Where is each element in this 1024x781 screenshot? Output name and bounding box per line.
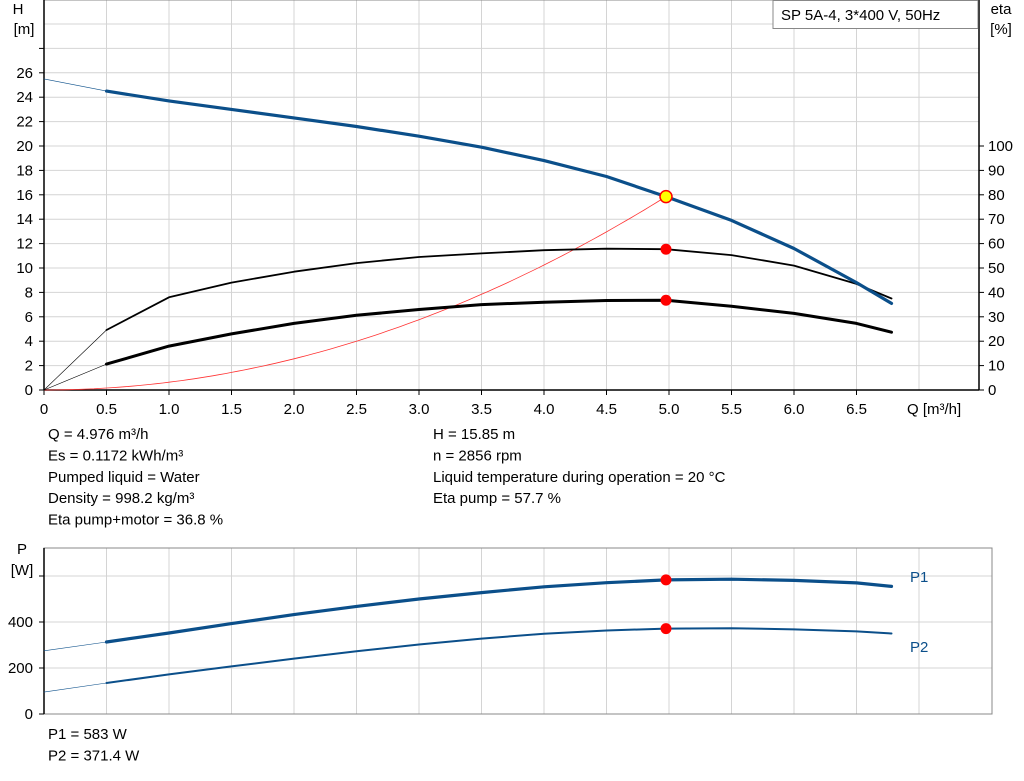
result-right: H = 15.85 m (433, 426, 515, 443)
head-curve (104, 89, 894, 305)
y2-tick-label: 80 (988, 187, 1005, 204)
system-curve (44, 198, 663, 391)
y-tick-label: 8 (25, 284, 33, 301)
y2-tick-label: 0 (988, 382, 996, 399)
duty-point (659, 189, 673, 204)
p-tick-label: 0 (25, 706, 33, 723)
y-tick-label: 10 (16, 260, 33, 277)
x-tick-label: 4.5 (596, 401, 617, 418)
eta-pump-motor-operating-point (660, 294, 672, 306)
eta-axis-label: eta (991, 1, 1013, 18)
p2-curve-extrapolated (43, 682, 107, 693)
p2-curve (105, 627, 893, 684)
x-tick-label: 1.5 (221, 401, 242, 418)
y2-tick-label: 70 (988, 211, 1005, 228)
p1-operating-point (660, 574, 672, 586)
y-tick-label: 12 (16, 236, 33, 253)
pump-title: SP 5A-4, 3*400 V, 50Hz (781, 7, 940, 24)
p-axis-unit: [W] (11, 562, 34, 579)
result-right: Liquid temperature during operation = 20… (433, 469, 726, 486)
result-right: n = 2856 rpm (433, 447, 522, 464)
results-text: Q = 4.976 m³/h Es = 0.1172 kWh/m³ Pumped l… (48, 426, 726, 765)
result-left: Es = 0.1172 kWh/m³ (48, 447, 183, 464)
p2-operating-point (660, 623, 672, 635)
y-tick-label: 16 (16, 187, 33, 204)
y-tick-label: 20 (16, 138, 33, 155)
h-axis-unit: [m] (14, 21, 35, 38)
y-tick-label: 14 (16, 211, 33, 228)
p-tick-label: 400 (8, 614, 33, 631)
q-axis-label: Q [m³/h] (907, 401, 961, 418)
x-tick-label: 3.0 (409, 401, 430, 418)
x-tick-label: 3.5 (471, 401, 492, 418)
eta-pump-motor-curve-extrapolated (43, 363, 107, 391)
h-axis-label: H (13, 1, 24, 18)
x-tick-label: 6.5 (846, 401, 867, 418)
y2-tick-label: 40 (988, 284, 1005, 301)
y2-tick-label: 60 (988, 236, 1005, 253)
p1-curve-extrapolated (43, 641, 107, 652)
x-tick-label: 0 (40, 401, 48, 418)
y-tick-label: 24 (16, 89, 33, 106)
result-right: Eta pump = 57.7 % (433, 490, 561, 507)
x-tick-label: 5.5 (721, 401, 742, 418)
y2-tick-label: 50 (988, 260, 1005, 277)
y-tick-label: 6 (25, 309, 33, 326)
eta-pump-curve-extrapolated (43, 329, 107, 391)
result-left: Q = 4.976 m³/h (48, 426, 148, 443)
eta-pump-curve (105, 247, 893, 331)
result-power: P1 = 583 W (48, 726, 128, 743)
x-tick-label: 5.0 (659, 401, 680, 418)
p2-series-label: P2 (910, 639, 928, 656)
y-tick-label: 4 (25, 333, 33, 350)
y2-tick-label: 30 (988, 309, 1005, 326)
y2-tick-label: 20 (988, 333, 1005, 350)
eta-axis-unit: [%] (990, 21, 1012, 38)
y-tick-label: 22 (16, 114, 33, 131)
result-left: Density = 998.2 kg/m³ (48, 490, 194, 507)
eta-pump-motor-curve (105, 298, 893, 366)
y-tick-label: 0 (25, 382, 33, 399)
x-tick-label: 2.0 (284, 401, 305, 418)
x-tick-label: 2.5 (346, 401, 367, 418)
p-axis-label: P (17, 541, 27, 558)
p1-series-label: P1 (910, 569, 928, 586)
result-left: Pumped liquid = Water (48, 469, 200, 486)
y-tick-label: 2 (25, 358, 33, 375)
x-tick-label: 4.0 (534, 401, 555, 418)
y-tick-label: 26 (16, 65, 33, 82)
result-left: Eta pump+motor = 36.8 % (48, 512, 223, 529)
y2-tick-label: 10 (988, 358, 1005, 375)
y-tick-label: 18 (16, 162, 33, 179)
x-tick-label: 1.0 (159, 401, 180, 418)
p1-curve (104, 577, 894, 644)
title-box (772, 0, 979, 29)
head-chart-grid (44, 0, 979, 390)
y2-tick-label: 90 (988, 162, 1005, 179)
y2-tick-label: 100 (988, 138, 1013, 155)
x-tick-label: 6.0 (784, 401, 805, 418)
power-chart-grid (44, 548, 992, 714)
x-tick-label: 0.5 (96, 401, 117, 418)
head-curve-extrapolated (43, 78, 107, 92)
p-tick-label: 200 (8, 660, 33, 677)
eta-pump-operating-point (660, 243, 672, 255)
result-power: P2 = 371.4 W (48, 748, 140, 765)
